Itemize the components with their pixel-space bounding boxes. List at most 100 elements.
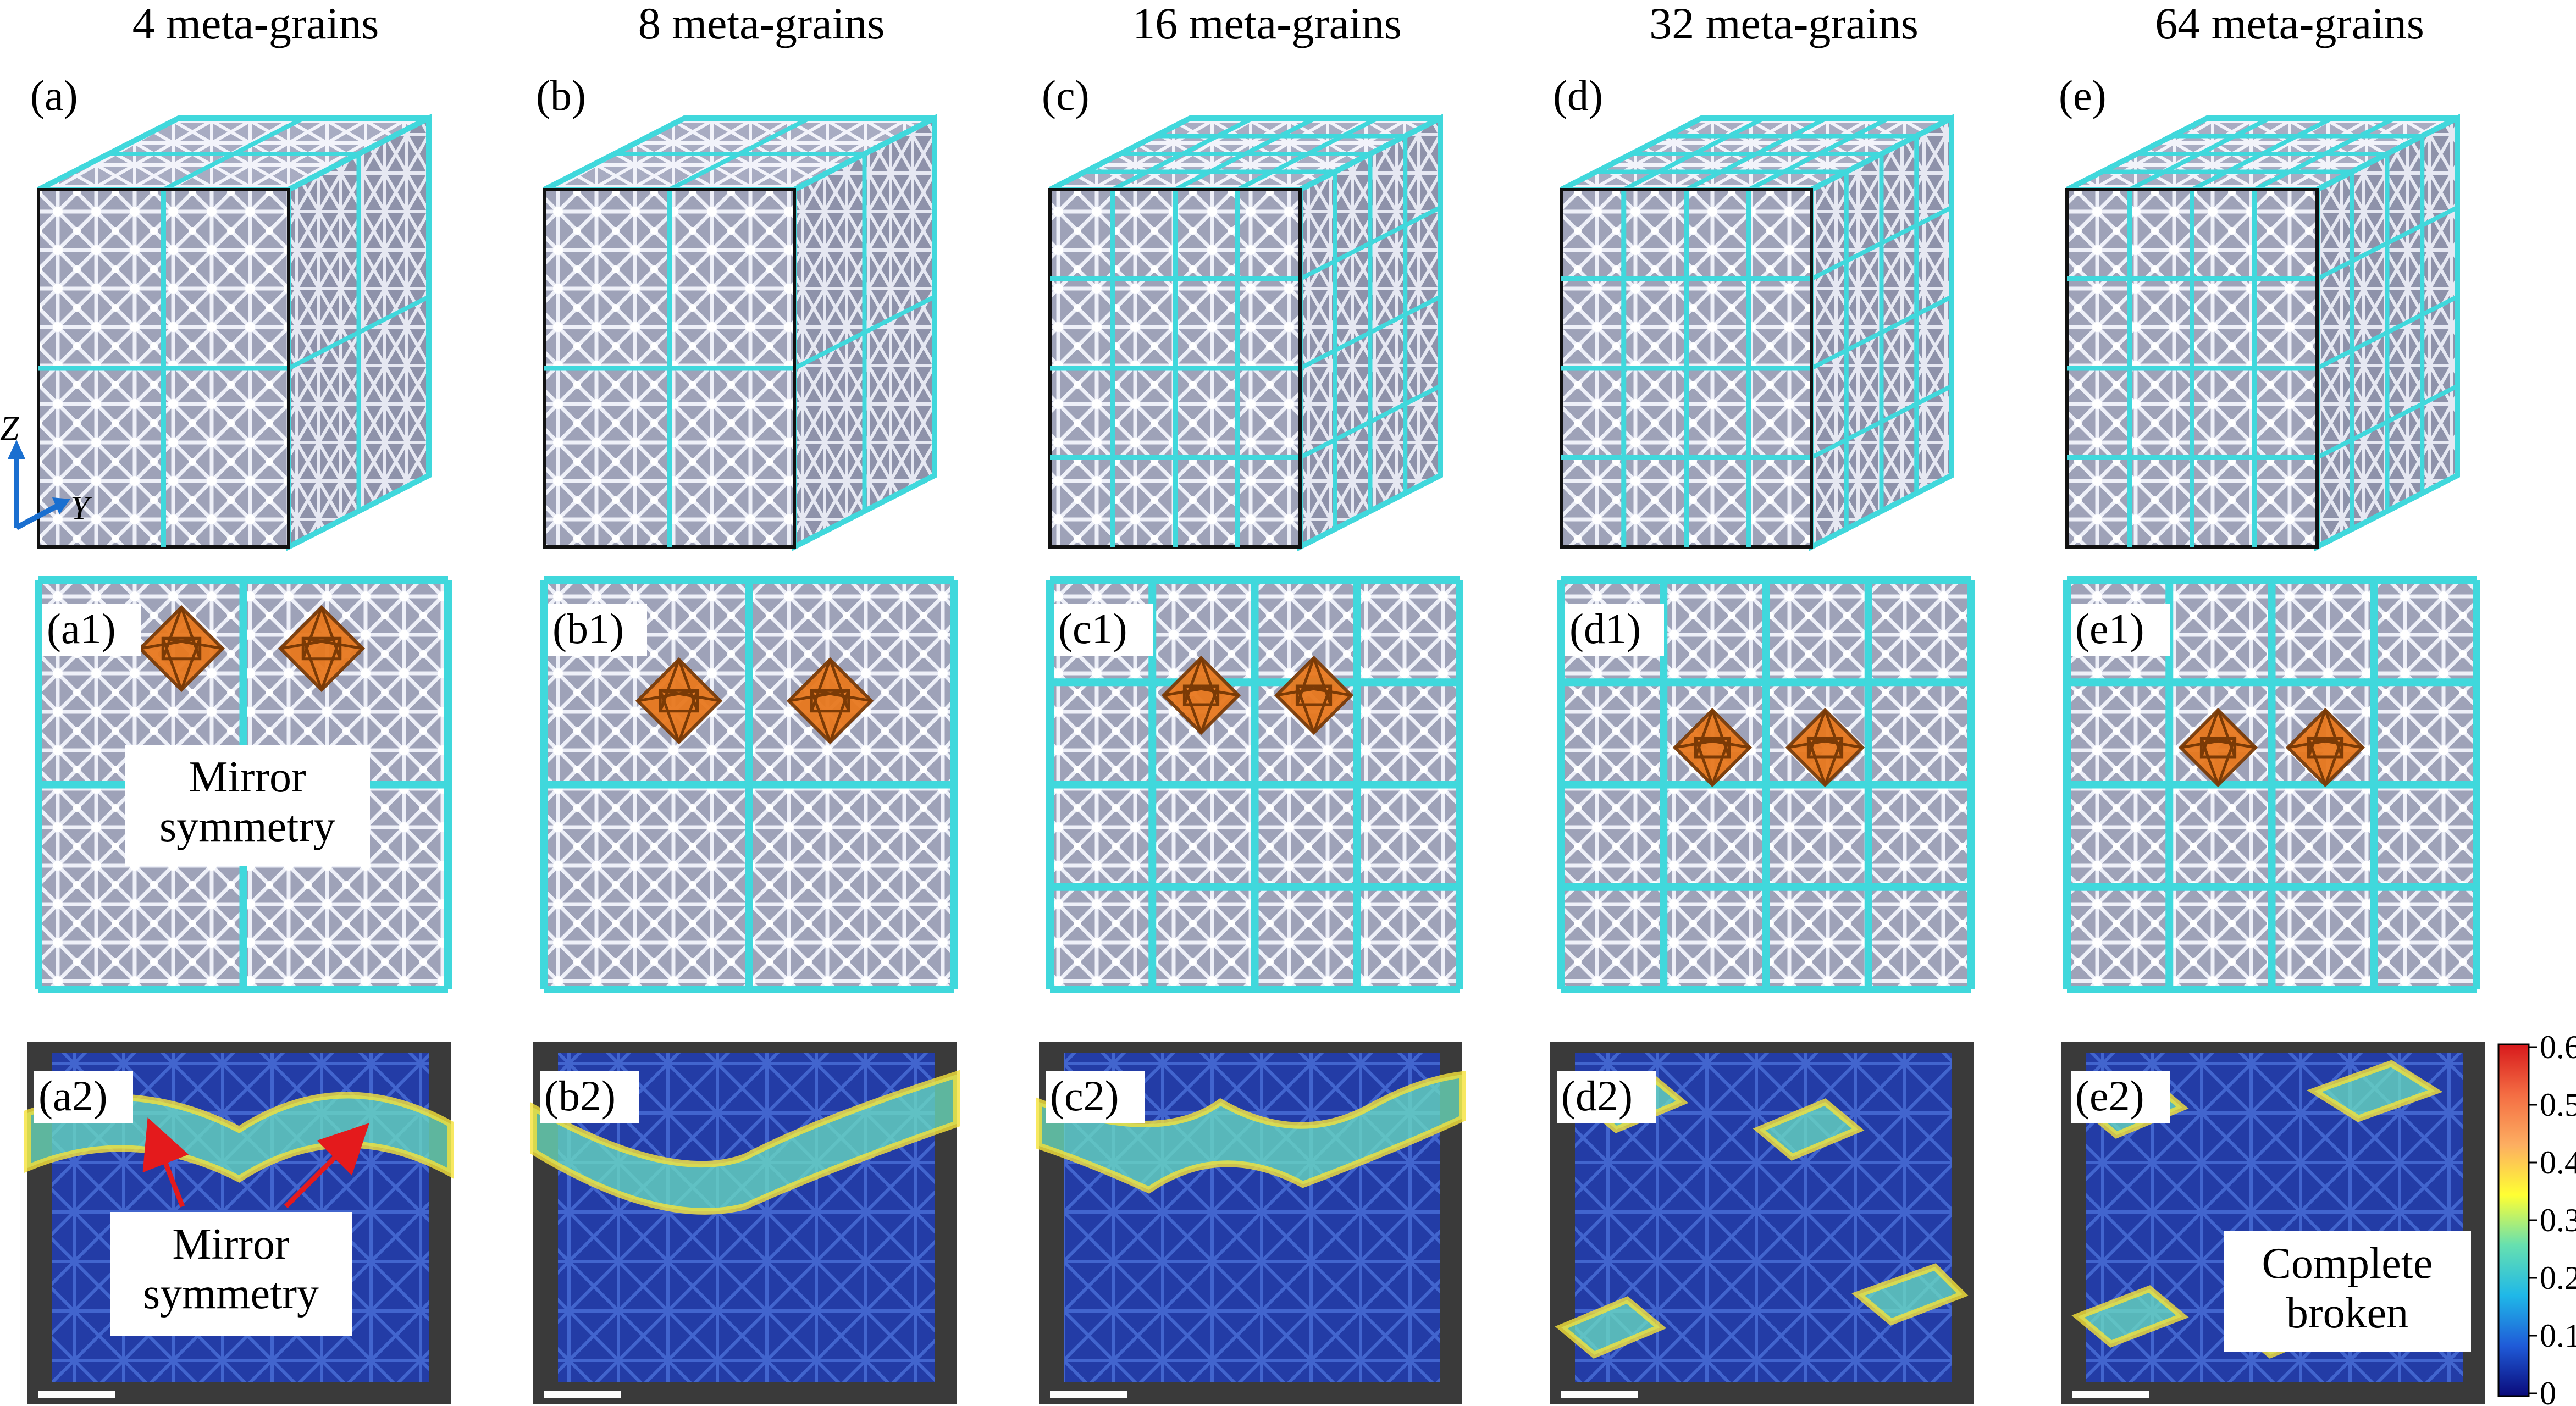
slice-panel-4: (d1) [1557, 576, 1975, 993]
colorbar-tick-label: 0.2 [2540, 1260, 2576, 1296]
octahedron-edge [811, 689, 872, 702]
callout-mirror-slice: Mirror symmetry [125, 745, 370, 866]
octahedron-edge [1199, 685, 1219, 733]
callout-complete-broken-box [2224, 1231, 2471, 1352]
octahedron-edge [1807, 738, 1827, 785]
octahedron-edge [1695, 737, 1750, 749]
column-title-32: 32 meta-grains [1649, 0, 1919, 48]
cube-2: (b) [532, 70, 937, 552]
column-title-64: 64 meta-grains [2155, 0, 2424, 48]
strain-band-edge [1555, 1071, 1969, 1359]
cube-edge [544, 188, 796, 547]
octahedron-icon [635, 657, 723, 745]
cube-side-grain-line [2316, 384, 2458, 460]
octahedron-edge [161, 638, 183, 690]
panel-label-strain-1: (a2) [38, 1072, 108, 1120]
octahedron-edge [659, 690, 681, 743]
colorbar-tick-label: 0.4 [2540, 1144, 2576, 1181]
callout-complete-broken: Complete broken [2224, 1231, 2471, 1352]
octahedron-edge [788, 689, 849, 702]
cube-edge [38, 188, 290, 547]
axis-z-head [8, 440, 25, 459]
octahedron-edge [320, 638, 342, 690]
octahedron-edge [280, 636, 341, 650]
cube-edge [1050, 188, 1302, 547]
panel-label-slice-3-bg [1054, 604, 1153, 656]
slice-row: (a1) (b1) (c1) (d1) (e1) [35, 576, 2480, 993]
strain-panel-4: (d2) [1550, 1042, 1974, 1404]
octahedron-icon [1274, 655, 1354, 735]
panel-label-slice-3: (c1) [1058, 605, 1127, 652]
cube-top-grain-line [1748, 116, 1890, 192]
axis-y-head [52, 497, 70, 514]
cube-top-grain-line [2253, 116, 2396, 192]
strain-panel-1: (a2) [24, 1042, 454, 1404]
strain-band-edge [2071, 1060, 2443, 1359]
slice-panel-2: (b1) [540, 576, 958, 993]
strain-band-edge [530, 1070, 960, 1215]
slice-panel-3: (c1) [1046, 576, 1463, 993]
octahedron-edge [1787, 737, 1843, 749]
octahedron-icon [1672, 707, 1753, 788]
column-title-16: 16 meta-grains [1132, 0, 1402, 48]
panel-label-strain-1-bg [34, 1071, 133, 1123]
panel-label-cube-1-bg [26, 70, 125, 123]
octahedron-edge [810, 690, 832, 743]
mirror-arrow-left [142, 1117, 189, 1208]
panel-label-slice-1-bg [42, 604, 141, 656]
colorbar-tick-label: 0.6 [2540, 1029, 2576, 1065]
panel-label-slice-5-bg [2071, 604, 2170, 656]
panel-label-strain-3: (c2) [1050, 1072, 1119, 1120]
octahedron-edge [637, 689, 698, 702]
axis-y-label: Y [70, 490, 92, 527]
strain-panel-2: (b2) [530, 1042, 960, 1404]
cube-edge [1561, 188, 1813, 547]
cube-3: (c) [1037, 70, 1443, 552]
colorbar: 0.6 0.5 0.4 0.3 0.2 0.1 0 [2497, 1029, 2576, 1406]
octahedron-edge [1711, 738, 1731, 785]
octahedron-edge [1674, 737, 1730, 749]
callout-mirror-slice-box [125, 745, 370, 866]
panel-label-slice-5: (e1) [2075, 605, 2144, 652]
panel-label-slice-2-bg [548, 604, 647, 656]
panel-label-strain-5-bg [2071, 1071, 2170, 1123]
octahedron-edge [1694, 738, 1714, 785]
octahedron-edge [2287, 737, 2343, 749]
cube-edge [2067, 188, 2319, 547]
octahedron-edge [1276, 684, 1331, 697]
panel-label-strain-2: (b2) [544, 1072, 616, 1120]
octahedron-edge [1183, 685, 1203, 733]
cube-4: (d) [1549, 70, 1954, 552]
colorbar-tick-label: 0.1 [2540, 1318, 2576, 1354]
axis-indicator: Z Y [0, 410, 92, 530]
panel-label-cube-2: (b) [536, 71, 586, 119]
octahedron-edge [1296, 684, 1352, 697]
colorbar-tick-label: 0 [2540, 1375, 2556, 1406]
octahedron-icon [2178, 707, 2258, 788]
axis-y-arrow [15, 503, 59, 530]
scale-bar [38, 1391, 115, 1398]
octahedron-edge [2307, 738, 2327, 785]
cube-5: (e) [2054, 70, 2460, 552]
panel-label-cube-2-bg [532, 70, 631, 123]
colorbar-bar [2497, 1043, 2530, 1397]
octahedron-edge [1823, 738, 1843, 785]
strain-band [533, 1075, 957, 1211]
scale-bar [1050, 1391, 1127, 1398]
octahedron-edge [677, 690, 699, 743]
strain-panel-3: (c2) [1036, 1042, 1466, 1404]
column-title-4: 4 meta-grains [132, 0, 379, 48]
octahedron-edge [2216, 738, 2236, 785]
cube-row: (a) (b) (c) (d) (e) [26, 70, 2460, 552]
colorbar-tick-label: 0.3 [2540, 1202, 2576, 1238]
octahedron-edge [1807, 737, 1863, 749]
octahedron-edge [1184, 684, 1239, 697]
octahedron-icon [1785, 707, 1865, 788]
octahedron-icon [786, 657, 874, 745]
octahedron-icon [278, 605, 366, 693]
panel-label-cube-5-bg [2054, 70, 2153, 123]
callout-mirror-strain-line2: symmetry [143, 1270, 319, 1318]
panel-label-cube-3-bg [1037, 70, 1136, 123]
strain-band [27, 1095, 451, 1179]
octahedron-edge [1312, 685, 1332, 733]
